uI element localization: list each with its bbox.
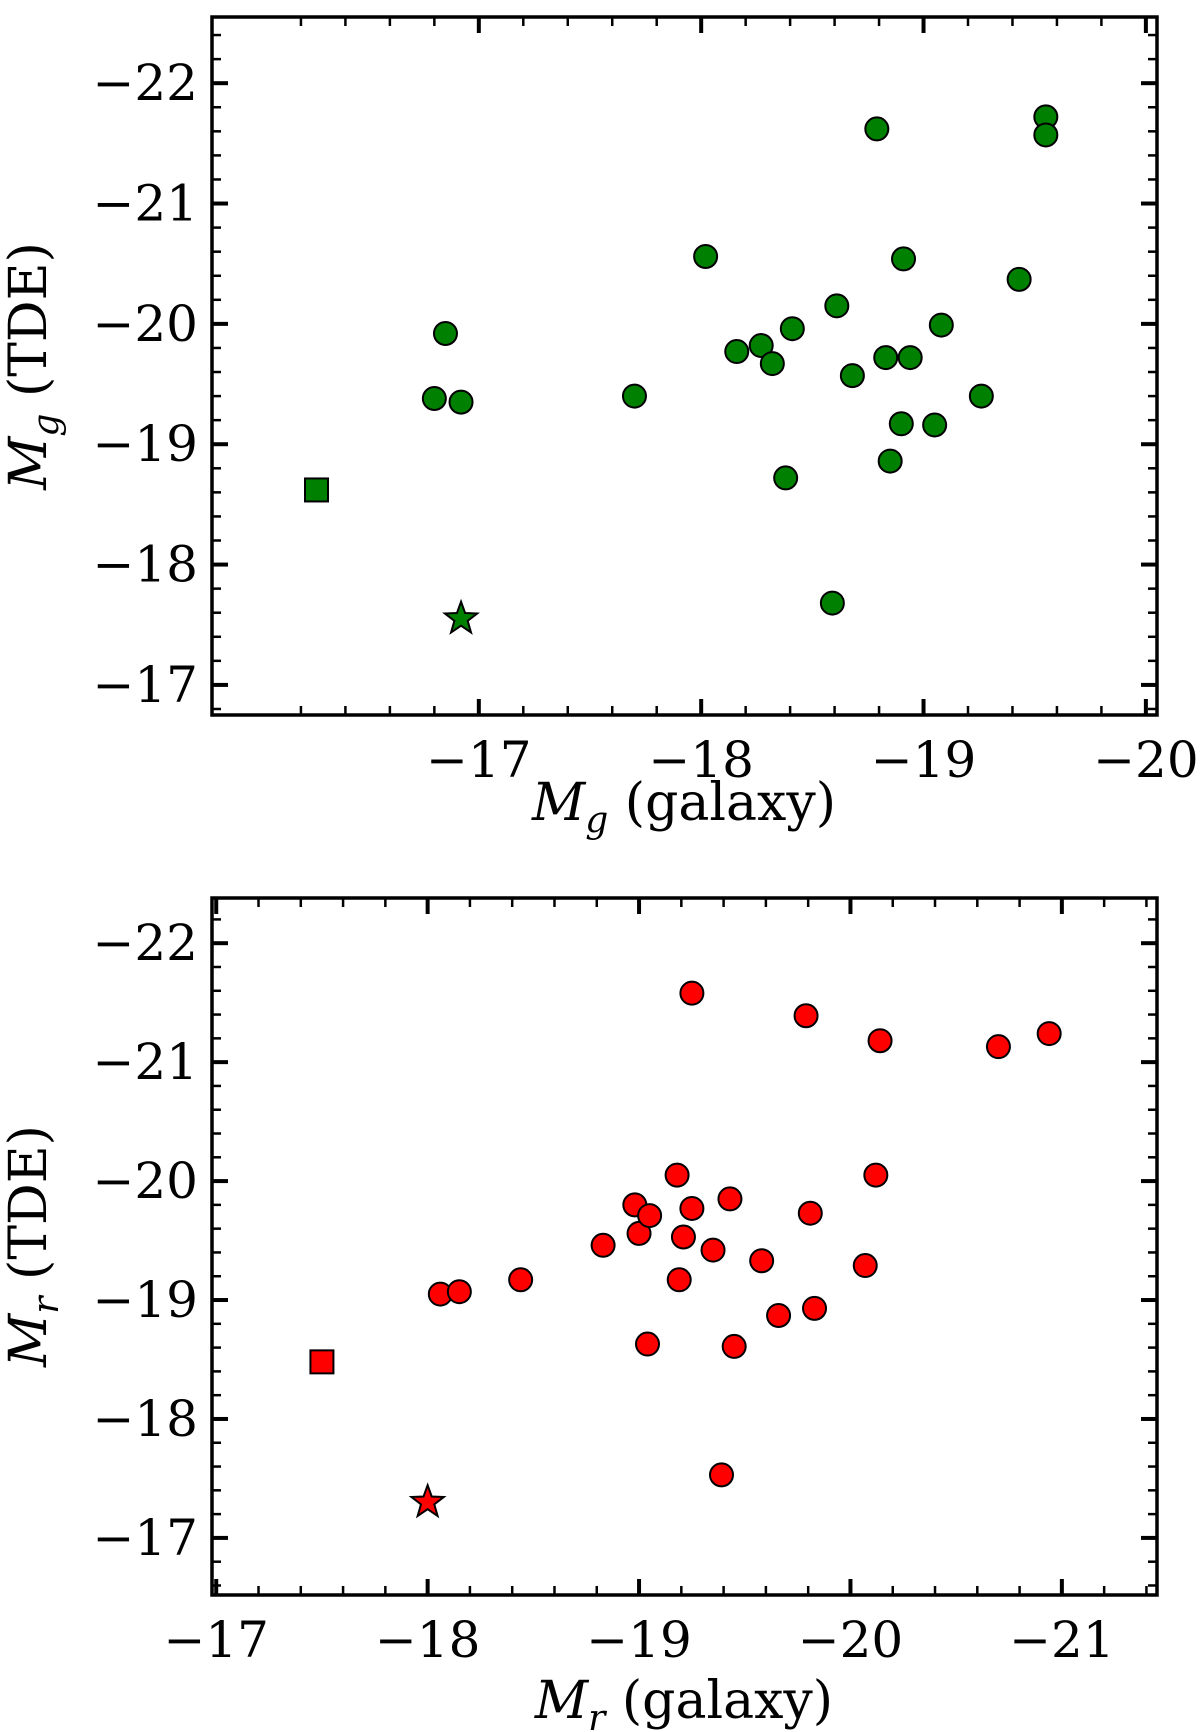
data-point-circle [635, 1331, 661, 1357]
data-point-circle [773, 465, 799, 491]
x-tick-label: −19 [871, 731, 977, 789]
y-tick-label: −18 [92, 1390, 198, 1448]
data-point-circle [637, 1203, 663, 1229]
data-point-circle [793, 1003, 819, 1029]
top-data-points [304, 104, 1059, 635]
bottom-y-axis-label: Mr (TDE) [0, 1125, 67, 1368]
x-tick-label: −17 [163, 1611, 269, 1669]
bottom-y-tick-labels: −17 −18 −19 −20 −21 −22 [92, 914, 198, 1567]
top-x-axis-label: Mg (galaxy) [531, 773, 836, 841]
data-point-square [304, 477, 330, 503]
data-point-circle [666, 1267, 692, 1293]
data-point-circle [928, 312, 954, 338]
bottom-ticks [212, 898, 1157, 1595]
y-tick-label: −19 [92, 415, 198, 473]
data-point-square [309, 1349, 335, 1375]
data-point-circle [877, 448, 903, 474]
data-point-circle [852, 1253, 878, 1279]
data-point-circle [779, 316, 805, 342]
x-tick-label: −17 [426, 731, 532, 789]
y-tick-label: −22 [92, 914, 198, 972]
data-point-circle [693, 243, 719, 269]
x-tick-label: −18 [375, 1611, 481, 1669]
data-point-circle [873, 345, 899, 371]
y-tick-label: −17 [92, 1509, 198, 1567]
data-point-circle [724, 339, 750, 365]
data-point-circle [797, 1200, 823, 1226]
data-point-circle [590, 1232, 616, 1258]
x-tick-label: −18 [648, 731, 754, 789]
data-point-circle [749, 1248, 775, 1274]
data-point-circle [766, 1302, 792, 1328]
x-tick-label: −20 [1093, 731, 1199, 789]
data-point-circle [700, 1237, 726, 1263]
data-point-circle [819, 590, 845, 616]
y-tick-label: −18 [92, 536, 198, 594]
data-point-circle [922, 412, 948, 438]
top-y-axis-label: Mg (TDE) [0, 242, 67, 491]
x-tick-label: −21 [1009, 1611, 1115, 1669]
data-point-circle [708, 1462, 734, 1488]
top-plot-frame [210, 15, 1159, 717]
x-tick-label: −19 [586, 1611, 692, 1669]
bottom-plot-frame [210, 896, 1159, 1597]
data-point-circle [968, 383, 994, 409]
data-point-circle [867, 1028, 893, 1054]
bottom-x-axis-label: Mr (galaxy) [534, 1671, 833, 1732]
x-tick-label: −20 [798, 1611, 904, 1669]
data-point-circle [824, 293, 850, 319]
data-point-circle [508, 1267, 534, 1293]
data-point-circle [897, 345, 923, 371]
top-y-tick-labels: −17 −18 −19 −20 −21 −22 [92, 54, 198, 714]
data-point-circle [985, 1034, 1011, 1060]
data-point-circle [1033, 122, 1059, 148]
y-tick-label: −20 [92, 1152, 198, 1210]
top-panel: −17 −18 −19 −20 −17 −18 −19 −20 −21 −22 Mg (gala… [0, 15, 1199, 841]
data-point-circle [679, 980, 705, 1006]
data-point-circle [421, 385, 447, 411]
data-point-circle [448, 389, 474, 415]
y-tick-label: −21 [92, 1033, 198, 1091]
data-point-circle [717, 1186, 743, 1212]
data-point-circle [839, 363, 865, 389]
data-point-circle [1006, 266, 1032, 292]
bottom-panel: −17 −18 −19 −20 −21 −17 −18 −19 −20 −21 −22 Mr (g… [0, 896, 1159, 1732]
y-tick-label: −21 [92, 175, 198, 233]
data-point-circle [863, 1162, 889, 1188]
bottom-x-tick-labels: −17 −18 −19 −20 −21 [163, 1611, 1114, 1669]
bottom-data-points [309, 980, 1062, 1519]
data-point-circle [891, 246, 917, 272]
data-point-circle [664, 1162, 690, 1188]
data-point-circle [432, 321, 458, 347]
data-point-circle [670, 1224, 696, 1250]
y-tick-label: −22 [92, 54, 198, 112]
y-tick-label: −20 [92, 295, 198, 353]
data-point-star [408, 1482, 447, 1519]
data-point-circle [446, 1279, 472, 1305]
y-tick-label: −17 [92, 656, 198, 714]
data-point-circle [721, 1333, 747, 1359]
data-point-circle [748, 333, 774, 359]
data-point-circle [802, 1295, 828, 1321]
top-ticks [210, 17, 1157, 715]
data-point-circle [679, 1195, 705, 1221]
data-point-circle [1036, 1021, 1062, 1047]
data-point-circle [621, 383, 647, 409]
data-point-star [442, 598, 480, 635]
top-x-tick-labels: −17 −18 −19 −20 [426, 731, 1199, 789]
y-tick-label: −19 [92, 1271, 198, 1329]
data-point-circle [759, 351, 785, 377]
data-point-circle [864, 116, 890, 142]
data-point-circle [888, 411, 914, 437]
